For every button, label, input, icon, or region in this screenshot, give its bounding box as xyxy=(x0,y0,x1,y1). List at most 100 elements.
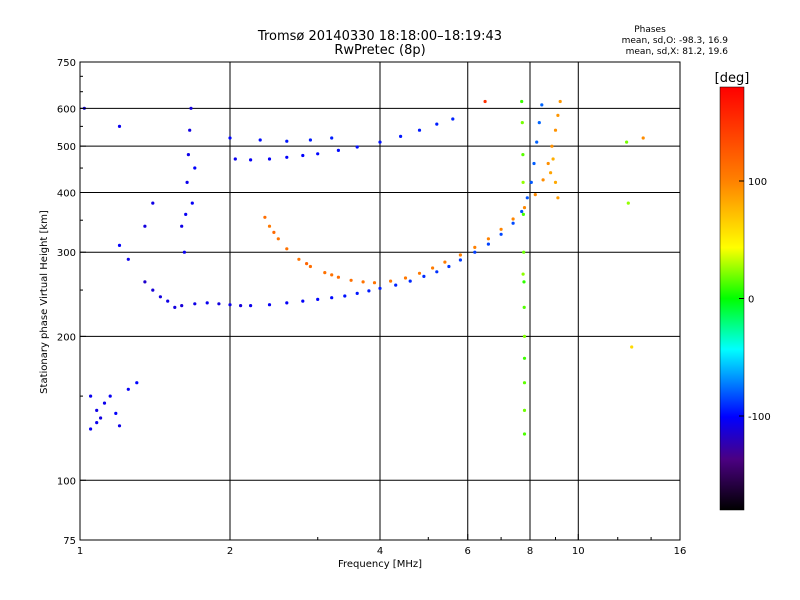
data-point-series-1 xyxy=(228,303,232,307)
y-tick-label: 200 xyxy=(57,332,76,343)
data-point-series-1 xyxy=(394,283,398,287)
data-point-series-2 xyxy=(499,227,503,231)
data-point-series-1 xyxy=(301,153,305,158)
data-point-series-1 xyxy=(151,288,155,292)
data-point-series-2 xyxy=(546,161,550,166)
data-point-series-3 xyxy=(522,432,527,436)
y-tick-label: 750 xyxy=(57,58,76,69)
data-point-series-1 xyxy=(89,394,93,398)
data-point-series-1 xyxy=(166,299,170,303)
data-point-series-1 xyxy=(537,121,541,125)
data-point-series-1 xyxy=(473,250,477,254)
data-point-series-1 xyxy=(529,180,533,184)
data-point-series-1 xyxy=(355,291,359,295)
data-point-series-1 xyxy=(117,424,122,428)
x-tick-label: 4 xyxy=(377,546,383,557)
data-point-series-1 xyxy=(95,408,99,412)
data-point-series-1 xyxy=(108,394,112,398)
data-point-series-1 xyxy=(114,411,118,415)
data-point-series-3 xyxy=(522,305,526,309)
data-point-series-1 xyxy=(451,117,455,121)
data-point-series-1 xyxy=(267,157,272,161)
colorbar-label: [deg] xyxy=(715,71,750,86)
data-point-series-2 xyxy=(305,262,309,266)
data-point-series-2 xyxy=(486,237,490,241)
data-point-series-1 xyxy=(143,280,147,284)
data-points xyxy=(82,99,645,436)
data-point-series-3 xyxy=(641,136,645,140)
y-tick-label: 100 xyxy=(57,476,76,487)
data-point-series-1 xyxy=(193,166,197,170)
data-point-series-3 xyxy=(522,356,527,360)
data-point-series-1 xyxy=(535,140,539,144)
data-point-series-1 xyxy=(249,304,253,308)
x-tick-label: 16 xyxy=(674,546,687,557)
data-point-series-2 xyxy=(417,271,422,275)
data-point-series-3 xyxy=(625,140,629,144)
grid xyxy=(80,62,680,540)
data-point-series-1 xyxy=(330,296,334,300)
data-point-series-2 xyxy=(276,237,280,241)
data-point-series-2 xyxy=(556,113,560,117)
data-point-series-2 xyxy=(403,276,408,280)
y-tick-label: 600 xyxy=(57,104,76,115)
data-point-series-1 xyxy=(417,128,422,132)
data-point-series-1 xyxy=(378,140,382,144)
data-point-series-1 xyxy=(205,301,209,305)
data-point-series-1 xyxy=(190,201,194,205)
x-axis-label: Frequency [MHz] xyxy=(338,559,422,570)
data-point-series-1 xyxy=(180,304,184,308)
chart-title: Tromsø 20140330 18:18:00–18:19:43 xyxy=(257,29,502,44)
data-point-series-2 xyxy=(556,196,560,200)
data-point-series-1 xyxy=(367,289,371,293)
data-point-series-1 xyxy=(330,136,334,140)
data-point-series-1 xyxy=(185,180,189,184)
data-point-series-1 xyxy=(435,270,439,274)
data-point-series-3 xyxy=(522,381,527,385)
data-point-series-2 xyxy=(361,280,365,284)
stats-line-x: mean, sd,X: 81.2, 19.6 xyxy=(626,47,729,57)
colorbar-tick-label: -100 xyxy=(748,412,771,423)
data-point-series-3 xyxy=(521,153,525,157)
data-point-series-1 xyxy=(126,387,130,391)
data-point-series-1 xyxy=(540,103,544,107)
y-axis: 75 100 200 300 400 500 600 750 xyxy=(57,58,86,547)
data-point-series-2 xyxy=(549,171,553,175)
data-point-series-2 xyxy=(522,206,527,210)
data-point-series-2 xyxy=(431,266,435,270)
data-point-series-1 xyxy=(343,294,347,298)
data-point-series-1 xyxy=(422,274,426,278)
data-point-series-1 xyxy=(399,134,403,138)
data-point-series-2 xyxy=(458,253,462,257)
data-point-series-2 xyxy=(263,215,267,219)
colorbar-ticks: 100 0 -100 xyxy=(739,177,771,423)
data-point-series-1 xyxy=(117,243,122,247)
data-point-series-3 xyxy=(522,334,527,338)
x-tick-label: 6 xyxy=(465,546,471,557)
data-point-series-3 xyxy=(520,99,524,104)
data-point-series-1 xyxy=(447,264,451,269)
data-point-series-1 xyxy=(180,224,184,228)
data-point-series-1 xyxy=(117,124,122,128)
data-point-series-1 xyxy=(186,153,190,157)
data-point-series-2 xyxy=(308,264,312,269)
y-tick-label: 400 xyxy=(57,188,76,199)
data-point-series-1 xyxy=(102,401,107,405)
x-tick-label: 1 xyxy=(77,546,83,557)
data-point-series-1 xyxy=(285,155,289,159)
data-point-series-1 xyxy=(267,303,272,307)
data-point-series-1 xyxy=(249,158,253,162)
data-point-series-2 xyxy=(336,275,340,279)
data-point-series-1 xyxy=(355,145,359,149)
data-point-series-1 xyxy=(520,209,524,214)
y-tick-label: 300 xyxy=(57,248,76,259)
data-point-series-2 xyxy=(272,230,276,234)
data-point-series-2 xyxy=(541,178,545,182)
data-point-series-2 xyxy=(330,273,334,277)
data-point-series-2 xyxy=(267,224,272,228)
data-point-series-3 xyxy=(520,121,524,125)
data-point-series-2 xyxy=(372,281,377,285)
data-point-series-1 xyxy=(458,258,462,262)
data-point-series-1 xyxy=(89,427,93,431)
